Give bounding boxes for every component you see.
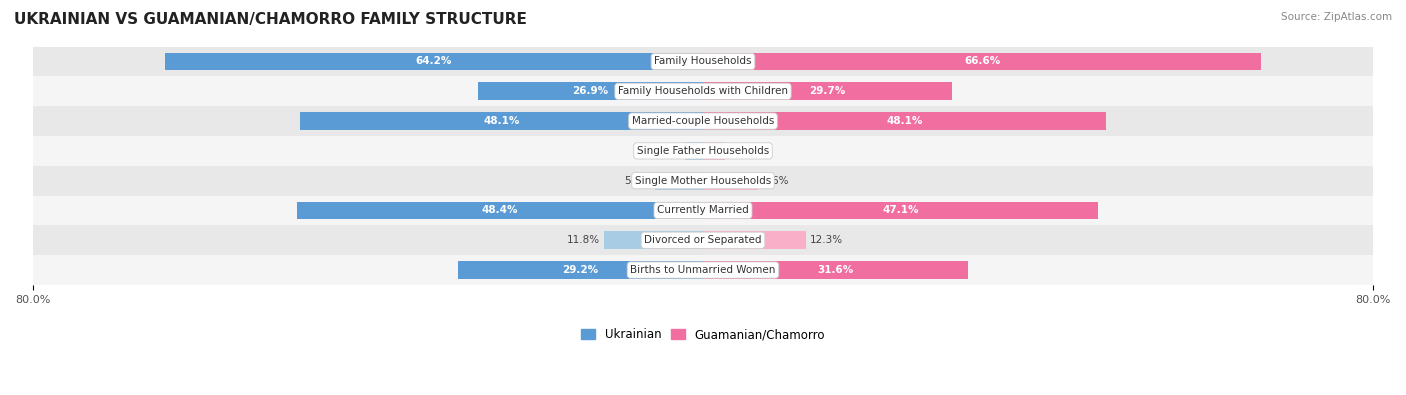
Bar	[703, 261, 967, 279]
Bar	[32, 255, 1374, 285]
Text: Married-couple Households: Married-couple Households	[631, 116, 775, 126]
Text: 12.3%: 12.3%	[810, 235, 844, 245]
Text: Family Households: Family Households	[654, 56, 752, 66]
Text: 29.2%: 29.2%	[562, 265, 599, 275]
Bar	[299, 112, 703, 130]
Text: 31.6%: 31.6%	[817, 265, 853, 275]
Text: 48.1%: 48.1%	[886, 116, 922, 126]
Bar	[655, 172, 703, 190]
Text: Single Father Households: Single Father Households	[637, 146, 769, 156]
Bar	[32, 136, 1374, 166]
Text: 48.1%: 48.1%	[484, 116, 520, 126]
Legend: Ukrainian, Guamanian/Chamorro: Ukrainian, Guamanian/Chamorro	[576, 324, 830, 346]
Text: 26.9%: 26.9%	[572, 86, 609, 96]
Text: 5.7%: 5.7%	[624, 176, 651, 186]
Bar	[685, 142, 703, 160]
Bar	[703, 201, 1098, 219]
Bar	[703, 172, 758, 190]
Bar	[703, 231, 806, 249]
Text: Single Mother Households: Single Mother Households	[636, 176, 770, 186]
Bar	[703, 82, 952, 100]
Bar	[165, 53, 703, 70]
Text: 66.6%: 66.6%	[965, 56, 1000, 66]
Text: UKRAINIAN VS GUAMANIAN/CHAMORRO FAMILY STRUCTURE: UKRAINIAN VS GUAMANIAN/CHAMORRO FAMILY S…	[14, 12, 527, 27]
Text: Births to Unmarried Women: Births to Unmarried Women	[630, 265, 776, 275]
Bar	[32, 196, 1374, 226]
Text: Source: ZipAtlas.com: Source: ZipAtlas.com	[1281, 12, 1392, 22]
Bar	[32, 76, 1374, 106]
Bar	[458, 261, 703, 279]
Bar	[32, 106, 1374, 136]
Text: 6.6%: 6.6%	[762, 176, 789, 186]
Bar	[703, 142, 724, 160]
Text: 2.1%: 2.1%	[655, 146, 682, 156]
Bar	[703, 53, 1261, 70]
Bar	[298, 201, 703, 219]
Bar	[478, 82, 703, 100]
Bar	[32, 226, 1374, 255]
Text: Divorced or Separated: Divorced or Separated	[644, 235, 762, 245]
Text: 47.1%: 47.1%	[882, 205, 918, 215]
Bar	[32, 47, 1374, 76]
Bar	[605, 231, 703, 249]
Text: 2.6%: 2.6%	[728, 146, 755, 156]
Text: 11.8%: 11.8%	[567, 235, 600, 245]
Bar	[32, 166, 1374, 196]
Text: Currently Married: Currently Married	[657, 205, 749, 215]
Bar	[703, 112, 1107, 130]
Text: Family Households with Children: Family Households with Children	[619, 86, 787, 96]
Text: 29.7%: 29.7%	[810, 86, 845, 96]
Text: 64.2%: 64.2%	[416, 56, 453, 66]
Text: 48.4%: 48.4%	[482, 205, 519, 215]
